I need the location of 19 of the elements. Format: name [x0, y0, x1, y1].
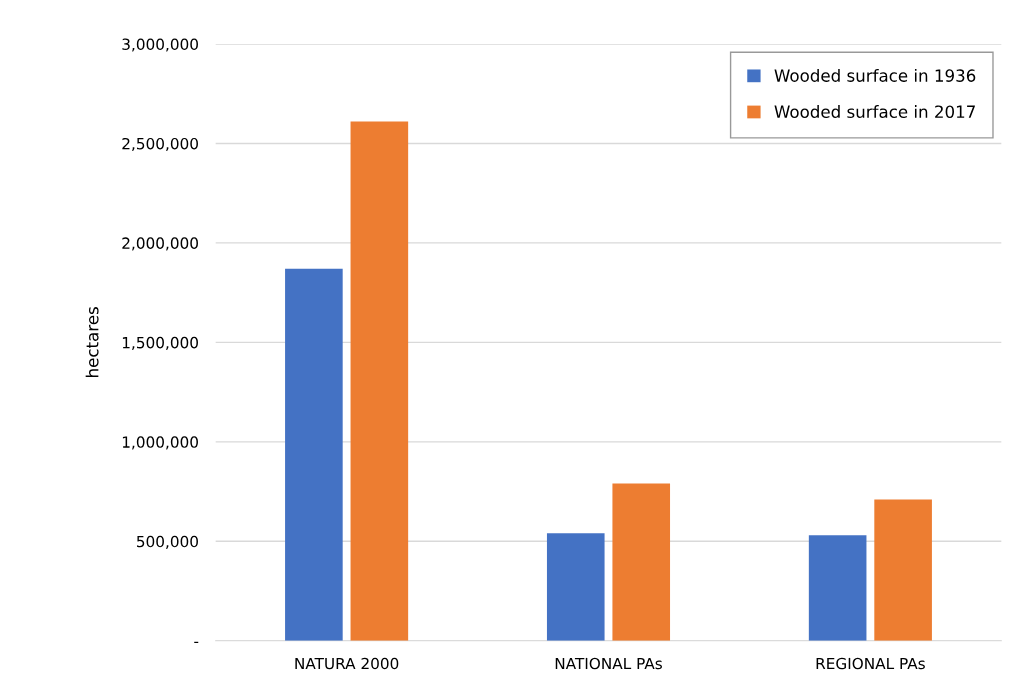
y-tick-label: 1,500,000	[122, 336, 198, 350]
y-tick-label: 500,000	[137, 535, 198, 549]
bar	[285, 268, 343, 641]
y-tick-label: 1,000,000	[122, 436, 198, 450]
bar	[546, 533, 605, 641]
y-tick-label: 2,000,000	[122, 237, 198, 251]
legend-label: Wooded surface in 1936	[774, 68, 976, 82]
y-tick-label: -	[194, 641, 199, 643]
bar	[350, 121, 409, 641]
bar	[874, 499, 932, 641]
legend-label: Wooded surface in 2017	[774, 105, 975, 119]
x-tick-label: REGIONAL PAs	[816, 657, 925, 670]
bar	[612, 483, 671, 641]
x-tick-label: NATURA 2000	[295, 657, 399, 670]
bar	[808, 535, 867, 641]
x-tick-label: NATIONAL PAs	[555, 657, 662, 670]
y-tick-label: 2,500,000	[122, 137, 198, 152]
y-tick-label: 3,000,000	[122, 38, 198, 52]
y-axis-title: hectares	[85, 307, 99, 377]
